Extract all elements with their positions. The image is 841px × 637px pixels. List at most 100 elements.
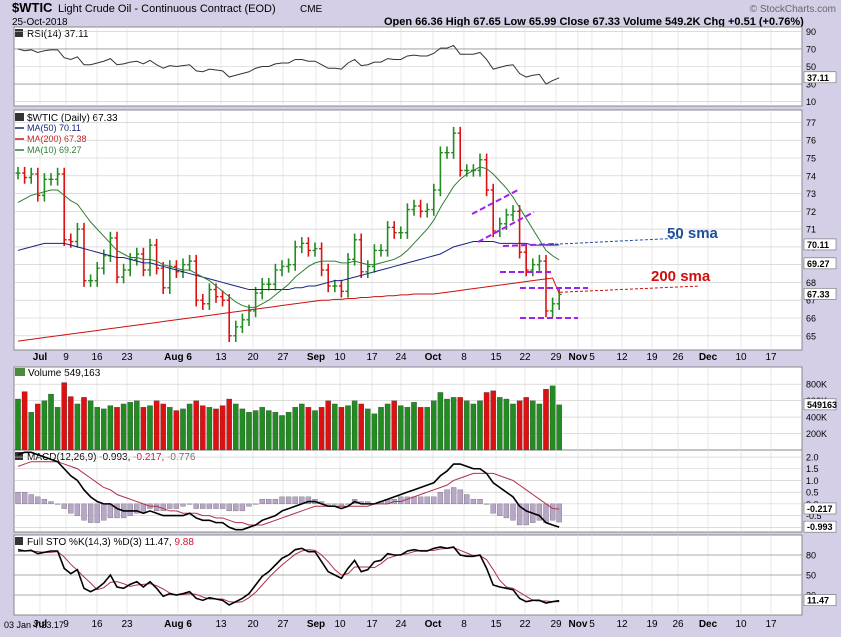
tag-macd: -0.993 [807, 522, 833, 532]
x-label-bottom: Jul [33, 619, 48, 630]
x-label: Sep [307, 352, 325, 363]
price-title: $WTIC (Daily) 67.33 MA(50) 70.11MA(200) … [15, 113, 118, 155]
volume-bar [226, 398, 232, 451]
x-label: 29 [550, 352, 562, 363]
x-label-bottom: 17 [366, 619, 378, 630]
x-label: 8 [461, 352, 467, 363]
volume-bar [523, 397, 529, 451]
macd-label: MACD(12,26,9) -0.993, -0.217, -0.776 [27, 452, 196, 463]
volume-bar [292, 407, 298, 451]
macd-histogram-bar [510, 503, 516, 521]
x-label-bottom: 27 [277, 619, 289, 630]
volume-tick: 800K [806, 380, 827, 390]
x-label: 5 [589, 352, 595, 363]
macd-histogram-bar [417, 496, 424, 505]
volume-bar [21, 391, 28, 451]
x-label-bottom: 8 [461, 619, 467, 630]
volume-bar [510, 403, 516, 451]
volume-bar [417, 407, 424, 451]
tag-ma50-box [803, 238, 837, 251]
volume-bar [200, 405, 206, 451]
macd-label-value: MACD(12,26,9) -0.993, [27, 452, 133, 463]
macd-histogram-bar [239, 503, 246, 512]
volume-bar [378, 407, 384, 451]
x-label: 17 [765, 352, 777, 363]
volume-bar [279, 415, 285, 451]
macd-histogram-bar [325, 503, 331, 505]
volume-bar [365, 408, 371, 451]
volume-bar [114, 407, 120, 451]
macd-histogram-bar [21, 492, 28, 505]
macd-histogram-bar [437, 492, 444, 505]
footer-stamp: 03 Jan Y:23.17 [4, 620, 64, 630]
volume-bar [134, 400, 140, 451]
price-tick: 74 [806, 171, 816, 181]
macd-tick: 1.5 [806, 464, 819, 474]
macd-histogram-bar [200, 503, 206, 509]
macd-histogram-bar [173, 503, 180, 509]
sto-tick: 80 [806, 551, 816, 561]
x-label-bottom: Oct [425, 619, 442, 630]
axes: 907050301077767574737271706968676665800K… [33, 27, 837, 630]
volume-bar [470, 403, 477, 451]
volume-bar [490, 390, 496, 451]
x-label-bottom: Sep [307, 619, 325, 630]
price-tick: 73 [806, 189, 816, 199]
macd-histogram-bar [464, 494, 470, 505]
macd-histogram-bar [477, 499, 483, 505]
volume-label: Volume 549,163 [28, 368, 101, 379]
macd-histogram-bar [101, 503, 107, 521]
macd-tick: 0.5 [806, 488, 819, 498]
macd-tick: 2.0 [806, 453, 819, 463]
x-label: 20 [247, 352, 259, 363]
sto-title: Full STO %K(14,3) %D(3) 11.47, 9.88 [15, 537, 194, 548]
stockcharts-logo: © StockCharts.com [750, 4, 836, 15]
rsi-tick: 30 [806, 80, 816, 90]
price-tick: 75 [806, 154, 816, 164]
volume-bar [54, 407, 61, 451]
tag-ma10: 69.27 [807, 259, 830, 269]
volume-bar [516, 400, 523, 451]
macd-histogram-bar [193, 503, 199, 509]
macd-histogram-bar [470, 499, 477, 505]
x-label: Nov [569, 352, 588, 363]
rsi-line [17, 44, 560, 85]
volume-bar [318, 407, 325, 451]
annotations: 50 sma 200 sma [471, 189, 719, 319]
sto-label: Full STO %K(14,3) %D(3) 11.47, 9.88 [27, 537, 194, 548]
volume-bar [180, 408, 186, 451]
sto-d-line [17, 547, 560, 603]
macd-histogram-bar [279, 496, 285, 505]
ma50-line [17, 241, 560, 291]
volume-bar [431, 400, 437, 451]
chart-date: 25-Oct-2018 [12, 17, 68, 28]
price-tick: 77 [806, 118, 816, 128]
volume-bar [140, 407, 147, 451]
x-label: 27 [277, 352, 289, 363]
volume-bar [285, 412, 292, 451]
macd-histogram-bar [160, 503, 166, 512]
macd-panel [13, 449, 803, 533]
volume-bar [206, 407, 213, 451]
volume-bar [107, 405, 114, 451]
macd-histogram-bar [556, 503, 562, 523]
volume-bar [437, 392, 444, 451]
macd-histogram-bar [444, 489, 450, 505]
volume-bar [213, 408, 219, 451]
volume-bar [233, 403, 239, 451]
macd-histogram-bar [523, 503, 529, 526]
legend-ma200: MA(200) 67.38 [27, 134, 87, 144]
x-label: Oct [425, 352, 442, 363]
x-label: 10 [735, 352, 747, 363]
volume-bar [391, 400, 397, 451]
tag-sto-box [803, 594, 837, 606]
volume-bar [127, 402, 133, 451]
x-label: 13 [215, 352, 227, 363]
x-label: Dec [699, 352, 718, 363]
volume-bar [153, 400, 160, 451]
volume-bar [246, 412, 252, 451]
macd-histogram-bar [54, 503, 61, 505]
volume-bar [398, 405, 404, 451]
macd-histogram-bar [48, 501, 54, 505]
x-label: 24 [395, 352, 407, 363]
